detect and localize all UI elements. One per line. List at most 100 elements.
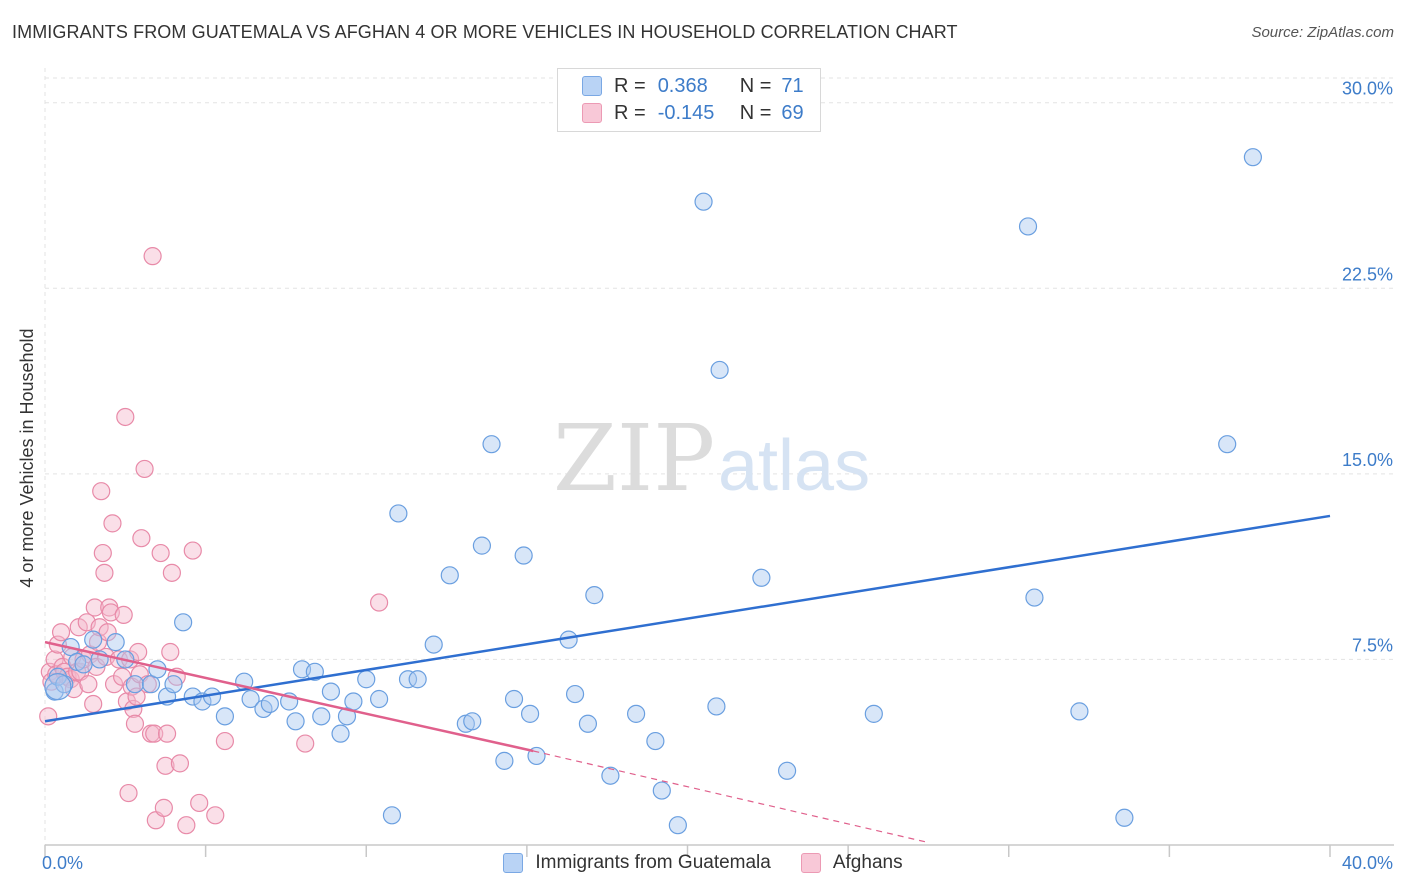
r-label: R = [614, 74, 646, 97]
series-legend-guatemala: Immigrants from Guatemala [503, 852, 771, 874]
afghans-point [79, 675, 98, 694]
legend-row-afghans: R = -0.145 N = 69 [582, 100, 804, 126]
y-tick-label: 30.0% [1342, 79, 1393, 99]
guatemala-point [389, 504, 408, 523]
afghans-point [119, 783, 138, 803]
afghans-point [114, 605, 133, 625]
r-label: R = [614, 101, 646, 124]
guatemala-point [241, 689, 260, 709]
afghans-point [190, 793, 209, 813]
guatemala-point [215, 707, 234, 726]
series-legend-afghans: Afghans [800, 852, 903, 874]
r-value: -0.145 [657, 101, 715, 124]
afghans-point [296, 734, 315, 753]
trend-lines [44, 514, 1331, 844]
guatemala-point [668, 816, 687, 835]
afghans-point [157, 724, 177, 743]
guatemala-point [74, 655, 93, 674]
watermark-atlas: atlas [718, 426, 870, 506]
afghans-point [370, 593, 389, 612]
afghans-point [177, 816, 196, 835]
guatemala-point [164, 675, 183, 694]
guatemala-point [777, 761, 797, 780]
r-value: 0.368 [657, 74, 708, 97]
guatemala-trend-line [44, 514, 1331, 723]
guatemala-point [286, 712, 305, 731]
guatemala-point [707, 697, 726, 716]
afghans-point [135, 459, 154, 479]
guatemala-point [646, 731, 665, 751]
afghans-legend-swatch [800, 853, 821, 873]
afghans-points [39, 247, 389, 835]
guatemala-point [1070, 702, 1089, 721]
guatemala-point [312, 707, 331, 726]
y-tick-labels: 7.5% 15.0% 22.5% 30.0% [1342, 79, 1393, 656]
guatemala-point [1243, 148, 1263, 167]
guatemala-point [331, 724, 350, 743]
guatemala-point [864, 704, 883, 723]
guatemala-point [106, 633, 125, 652]
guatemala-point [1115, 808, 1134, 827]
afghans-point [116, 407, 135, 427]
guatemala-point [495, 751, 514, 770]
guatemala-point [305, 662, 324, 681]
n-label: N = [739, 101, 772, 124]
n-label: N = [739, 74, 772, 97]
guatemala-point [752, 568, 771, 587]
n-value: 71 [781, 74, 804, 97]
guatemala-point [565, 684, 585, 704]
y-tick-label: 22.5% [1342, 264, 1393, 284]
guatemala-point [344, 692, 363, 711]
guatemala-point [514, 546, 533, 565]
guatemala-legend-swatch [503, 853, 524, 873]
x-tick-label-min: 0.0% [42, 853, 83, 873]
guatemala-point [357, 670, 376, 689]
guatemala-point [578, 714, 598, 733]
guatemala-points [44, 148, 1263, 835]
series-legend: Immigrants from Guatemala Afghans [0, 852, 1406, 874]
afghans-point [84, 694, 103, 714]
afghans-point [103, 514, 122, 533]
afghans-swatch [582, 103, 602, 123]
guatemala-point [710, 360, 729, 380]
afghans-point [156, 756, 175, 775]
guatemala-point [626, 704, 646, 723]
n-value: 69 [781, 101, 804, 124]
guatemala-point [504, 689, 524, 709]
guatemala-point-cluster [44, 673, 72, 701]
guatemala-point [1018, 217, 1038, 236]
guatemala-point [321, 682, 341, 701]
afghans-point [93, 543, 112, 563]
afghans-point [154, 798, 173, 817]
x-tick-marks [44, 845, 1331, 857]
guatemala-point [424, 635, 443, 654]
guatemala-point [125, 675, 145, 694]
guatemala-point [260, 694, 279, 714]
chart-title: IMMIGRANTS FROM GUATEMALA VS AFGHAN 4 OR… [12, 22, 958, 42]
guatemala-point [84, 630, 103, 649]
afghans-point [132, 529, 151, 548]
guatemala-swatch [582, 76, 602, 96]
guatemala-legend-label: Immigrants from Guatemala [535, 852, 771, 873]
legend-row-guatemala: R = 0.368 N = 71 [582, 73, 804, 99]
afghans-trend-extension [533, 750, 929, 844]
guatemala-point [482, 435, 501, 454]
guatemala-point [174, 613, 193, 632]
afghans-legend-label: Afghans [832, 852, 903, 873]
afghans-point [145, 724, 164, 743]
guatemala-point [398, 670, 418, 689]
afghans-point [151, 543, 170, 563]
guatemala-point [601, 766, 620, 785]
afghans-point [92, 482, 111, 501]
guatemala-point [440, 566, 459, 585]
guatemala-point [408, 670, 427, 689]
afghans-point [215, 731, 234, 751]
afghans-point [39, 707, 58, 726]
guatemala-point [370, 689, 389, 709]
guatemala-point [1218, 435, 1237, 454]
guatemala-point [1025, 588, 1044, 607]
guatemala-point [652, 781, 671, 800]
afghans-point [51, 623, 71, 642]
guatemala-point [472, 536, 491, 555]
